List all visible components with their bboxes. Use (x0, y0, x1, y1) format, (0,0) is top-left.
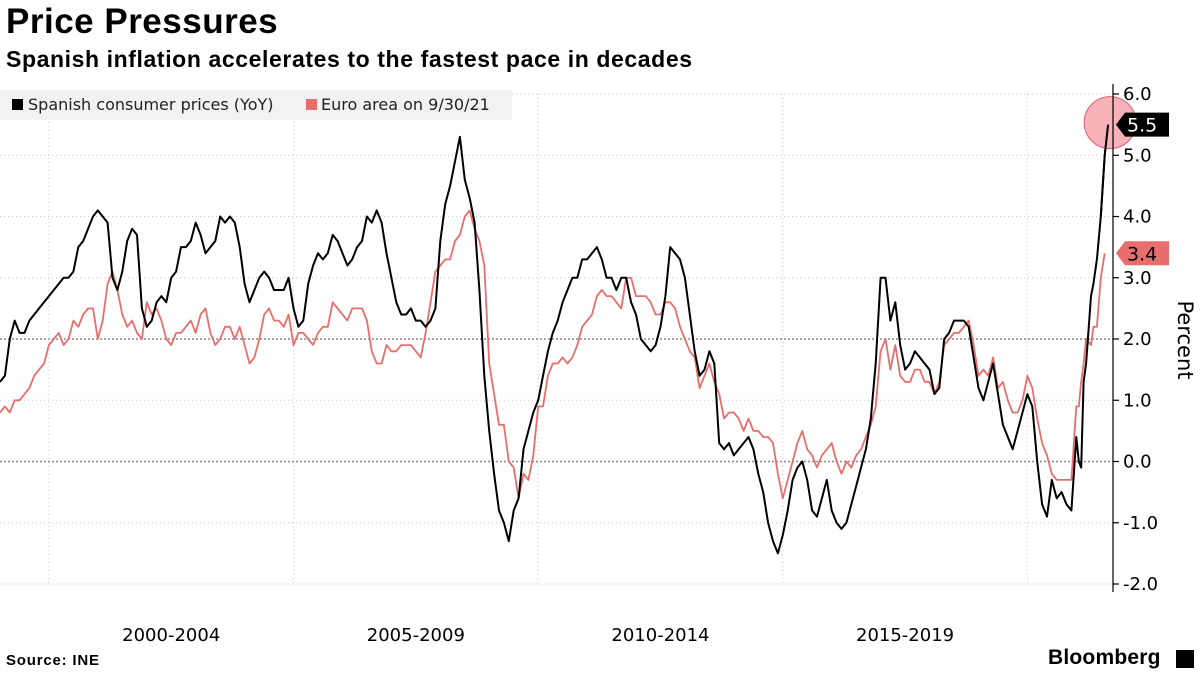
x-group-label-1: 2005-2009 (367, 625, 465, 646)
y-tick-label-5: 3.0 (1123, 268, 1152, 289)
source-note: Source: INE (6, 652, 100, 669)
bloomberg-terminal-icon (1176, 650, 1194, 668)
brand-logo-text: Bloomberg (1048, 646, 1161, 669)
end-label-euro-shape (1116, 241, 1169, 266)
gridlines (0, 93, 1113, 585)
chart-subtitle: Spanish inflation accelerates to the fas… (6, 46, 693, 72)
y-tick-label-0: -2.0 (1123, 574, 1158, 595)
legend-background (0, 90, 512, 120)
end-label-spain-group: 5.5 (1116, 112, 1169, 137)
y-axis-label: Percent (1173, 300, 1197, 379)
x-axis-labels: 2000-2004 2005-2009 2010-2014 2015-2019 (122, 625, 954, 646)
y-tick-label-8: 6.0 (1123, 84, 1152, 105)
legend: Spanish consumer prices (YoY) Euro area … (0, 90, 512, 120)
end-label-spain-text: 5.5 (1127, 115, 1157, 137)
y-axis: -2.0 -1.0 0.0 1.0 2.0 3.0 4.0 5.0 6.0 5.5 3.4 (1112, 84, 1169, 595)
series-line-euro (0, 209, 1106, 500)
series-lines (0, 124, 1110, 555)
legend-label-euro: Euro area on 9/30/21 (321, 95, 490, 114)
y-tick-label-1: -1.0 (1123, 513, 1158, 534)
chart-title: Price Pressures (6, 2, 279, 41)
end-label-euro-text: 3.4 (1127, 243, 1157, 265)
end-label-spain-shape (1116, 112, 1169, 137)
end-label-euro-group: 3.4 (1116, 241, 1169, 266)
y-tick-label-6: 4.0 (1123, 207, 1152, 228)
series-line-spain (0, 124, 1110, 555)
legend-label-spain: Spanish consumer prices (YoY) (28, 95, 274, 114)
y-tick-label-7: 5.0 (1123, 145, 1152, 166)
legend-swatch-spain (12, 99, 23, 110)
x-group-label-0: 2000-2004 (122, 625, 220, 646)
y-tick-label-4: 2.0 (1123, 329, 1152, 350)
x-group-label-3: 2015-2019 (856, 625, 954, 646)
x-group-label-2: 2010-2014 (611, 625, 709, 646)
y-tick-label-2: 0.0 (1123, 452, 1152, 473)
highlight (1083, 96, 1137, 217)
series-line-spain-tip (1099, 124, 1110, 217)
x-separators (48, 94, 1028, 584)
y-tick-label-3: 1.0 (1123, 390, 1152, 411)
legend-swatch-euro (306, 99, 317, 110)
